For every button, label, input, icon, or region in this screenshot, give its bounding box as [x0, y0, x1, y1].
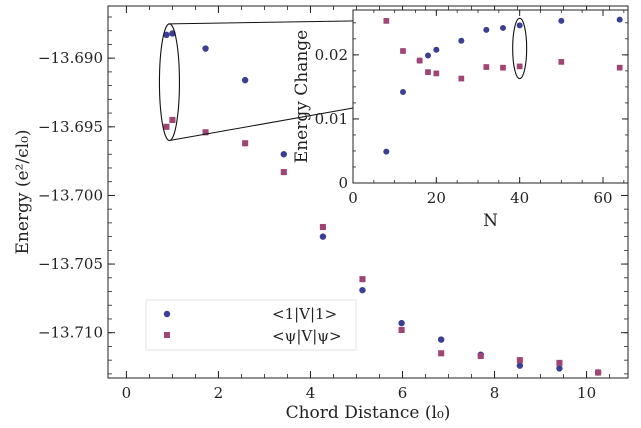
inset-series0-point [483, 26, 490, 33]
main-x-axis-label: Chord Distance (l₀) [286, 403, 451, 423]
main-series1-point [438, 350, 445, 357]
inset-x-tick-label: 0 [348, 189, 358, 207]
inset-series1-point [433, 70, 440, 77]
inset-series0-point [558, 17, 565, 24]
main-x-tick-label: 4 [306, 384, 316, 402]
inset-y-tick-label: 0.02 [315, 46, 348, 64]
main-series0-point [163, 31, 170, 39]
inset-y-tick-label: 0.01 [315, 110, 348, 128]
main-y-tick-label: −13.705 [38, 255, 103, 273]
inset-series0-point [400, 89, 406, 96]
main-y-tick-label: −13.695 [38, 118, 103, 136]
inset-series1-point [400, 48, 406, 54]
main-zoom-ellipse [158, 23, 180, 142]
legend-marker-series0 [163, 310, 171, 318]
inset-series0-point [516, 22, 523, 29]
main-y-tick-label: −13.710 [38, 324, 103, 342]
inset-series0-point [616, 16, 623, 23]
inset-x-axis-label: N [483, 211, 498, 231]
inset-y-tick-label: 0 [338, 174, 348, 192]
main-series0-point [516, 362, 524, 369]
inset-series1-point [458, 75, 465, 82]
main-x-tick-label: 0 [122, 384, 132, 402]
inset-x-tick-label: 20 [427, 189, 446, 207]
inset-x-tick-label: 60 [593, 189, 612, 207]
main-series1-point [516, 357, 523, 364]
main-series0-point [319, 233, 327, 240]
inset-series0-point [425, 52, 431, 59]
main-series1-point [477, 352, 484, 360]
main-x-tick-label: 2 [214, 384, 224, 402]
inset-series1-point [558, 59, 565, 65]
main-y-axis-label: Energy (e²/ϵl₀) [13, 129, 33, 254]
main-x-tick-label: 10 [577, 384, 596, 402]
inset-series1-point [416, 57, 423, 64]
legend-marker-series1 [164, 332, 170, 338]
inset-frame [352, 9, 629, 184]
main-series1-point [202, 129, 209, 136]
main-series0-point [280, 151, 287, 158]
main-series1-point [280, 169, 287, 176]
legend-box [145, 299, 357, 351]
main-series1-point [163, 123, 170, 130]
inset-y-axis-label: Energy Change [292, 30, 312, 163]
inset-series1-point [616, 64, 623, 71]
inset-series0-point [383, 148, 390, 155]
inset-series0-point [458, 37, 465, 44]
inset-series1-point [500, 64, 506, 71]
inset-series1-point [383, 18, 390, 24]
main-series0-point [202, 45, 209, 52]
main-y-tick-label: −13.690 [38, 49, 103, 67]
inset-series1-point [483, 64, 490, 70]
inset-series0-point [433, 46, 440, 53]
inset-series1-point [516, 63, 523, 70]
main-series1-point [169, 116, 176, 123]
main-series1-point [319, 223, 326, 231]
main-series1-point [398, 326, 405, 333]
main-frame [107, 5, 629, 379]
inset-series1-point [425, 69, 431, 76]
main-series0-point [359, 286, 366, 294]
inset-zoom-ellipse [512, 17, 528, 80]
main-series0-point [398, 319, 405, 327]
legend: <1|V|1> <ψ|V|ψ> [145, 299, 357, 351]
main-series0-point [241, 76, 249, 84]
main-series1-point [242, 140, 249, 147]
main-series1-point [556, 359, 563, 366]
inset-series0-point [500, 24, 506, 31]
main-series0-point [556, 365, 563, 372]
legend-label-series1: <ψ|V|ψ> [272, 327, 342, 345]
main-y-tick-label: −13.700 [38, 186, 103, 204]
main-series0-point [437, 336, 445, 343]
main-series1-point [359, 276, 366, 283]
inset-plot: 0 20 40 60 0 0.01 0.02 N Energy Change [292, 9, 629, 231]
main-x-tick-label: 6 [398, 384, 408, 402]
main-series1-point [595, 369, 602, 376]
main-x-tick-label: 8 [490, 384, 500, 402]
main-plot: 0 2 4 6 8 10 −13.710 −13.705 −13.700 −13.695 −13.6… [13, 5, 629, 423]
legend-label-series0: <1|V|1> [272, 305, 337, 323]
inset-x-tick-label: 40 [510, 189, 529, 207]
